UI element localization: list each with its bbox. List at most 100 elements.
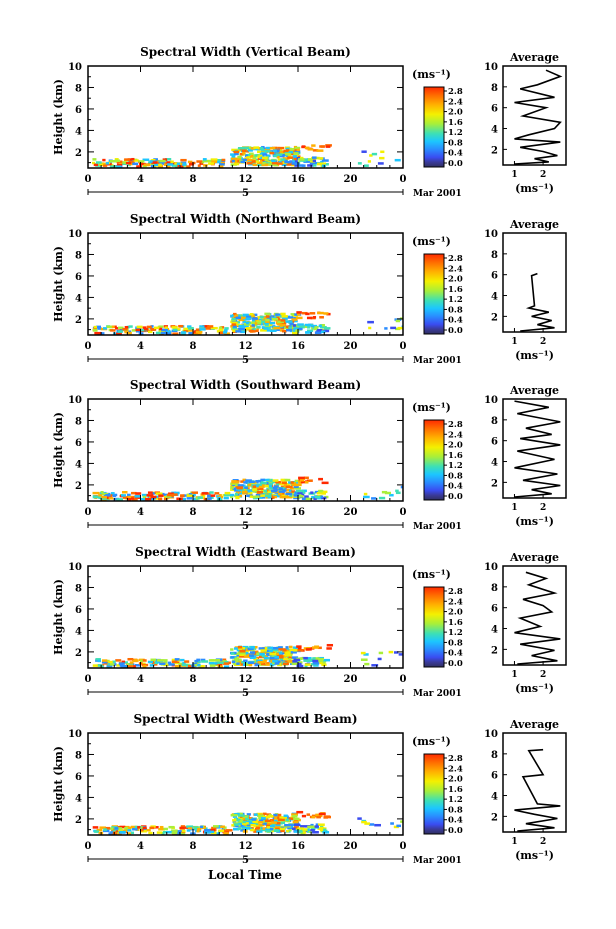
data-pixel <box>276 155 280 159</box>
data-pixel <box>253 313 258 317</box>
data-pixel <box>388 650 394 654</box>
data-pixel <box>224 660 229 664</box>
x-tick-label: 16 <box>291 174 305 185</box>
colorbar-tick-label: 0.0 <box>448 492 463 502</box>
data-pixel <box>130 831 135 835</box>
panel-5: Spectral Width (Westward Beam)246810Heig… <box>52 712 567 866</box>
average-y-tick-label: 6 <box>491 437 498 448</box>
data-pixel <box>239 650 246 653</box>
data-pixel <box>297 648 304 652</box>
data-pixel <box>158 165 164 168</box>
data-pixel <box>306 479 313 482</box>
data-pixel <box>277 813 282 817</box>
data-pixel <box>165 830 173 834</box>
data-pixel <box>127 665 133 668</box>
x-tick-label: 20 <box>344 174 358 185</box>
data-pixel <box>286 829 290 833</box>
average-profile-line <box>514 748 561 832</box>
data-pixel <box>304 495 309 498</box>
data-pixel <box>289 160 296 163</box>
colorbar-tick-label: 2.0 <box>448 608 463 618</box>
data-pixel <box>220 660 227 663</box>
data-pixel <box>131 491 137 495</box>
data-pixel <box>201 492 208 495</box>
data-pixel <box>150 162 158 166</box>
average-y-tick-label: 4 <box>491 125 498 136</box>
data-pixel <box>281 329 287 333</box>
data-pixel <box>224 327 229 330</box>
data-pixel <box>168 825 175 829</box>
data-pixel <box>278 492 283 495</box>
data-pixel <box>171 829 178 832</box>
colorbar <box>423 753 445 835</box>
data-pixel <box>219 163 225 166</box>
data-pixel <box>264 818 268 821</box>
data-pixel <box>166 330 172 334</box>
data-pixel <box>166 161 171 164</box>
data-pixel <box>302 828 307 831</box>
data-pixel <box>186 165 191 168</box>
colorbar-tick-label: 0.8 <box>448 805 463 815</box>
data-pixel <box>184 660 190 663</box>
data-pixel <box>203 497 211 501</box>
data-pixel <box>115 332 122 335</box>
data-pixel <box>276 162 284 165</box>
data-pixel <box>308 658 314 662</box>
data-pixel <box>257 487 264 491</box>
data-pixel <box>293 494 300 497</box>
data-pixel <box>245 479 252 482</box>
data-pixel <box>251 319 256 323</box>
data-pixel <box>303 831 307 834</box>
data-pixel <box>131 498 138 501</box>
data-pixel <box>274 662 280 665</box>
data-pixel <box>232 320 238 324</box>
data-pixel <box>263 147 267 150</box>
data-pixel <box>396 824 401 828</box>
data-pixel <box>186 497 193 500</box>
data-pixel <box>124 158 131 161</box>
data-pixel <box>285 646 289 649</box>
data-pixel <box>200 825 204 829</box>
data-pixel <box>283 657 288 661</box>
data-pixel <box>394 158 401 162</box>
average-y-tick-label: 10 <box>484 729 498 740</box>
data-pixel <box>277 816 283 819</box>
colorbar-tick-label: 1.6 <box>448 285 463 295</box>
data-pixel <box>260 478 265 482</box>
data-pixel <box>317 646 322 650</box>
data-pixel <box>295 329 299 333</box>
data-pixel <box>223 665 230 668</box>
data-pixel <box>259 492 264 496</box>
y-tick-label: 10 <box>68 62 82 73</box>
colorbar-tick-label: 2.0 <box>448 108 463 118</box>
data-pixel <box>211 826 217 830</box>
data-pixel <box>273 813 278 817</box>
data-pixel <box>231 824 236 827</box>
data-pixel <box>292 814 298 818</box>
data-pixel <box>296 148 300 152</box>
data-pixel <box>242 663 246 667</box>
data-pixel <box>219 165 224 168</box>
data-pixel <box>305 497 311 501</box>
data-pixel <box>109 831 113 834</box>
data-pixel <box>285 163 293 166</box>
data-pixel <box>287 156 294 159</box>
data-pixel <box>218 328 224 332</box>
data-pixel <box>316 149 324 152</box>
data-pixel <box>178 662 184 666</box>
data-pixel <box>230 813 238 817</box>
data-pixel <box>119 825 126 829</box>
data-pixel <box>231 317 238 321</box>
data-pixel <box>305 331 312 334</box>
data-pixel <box>230 482 237 485</box>
data-pixel <box>240 160 245 164</box>
data-pixel <box>284 152 292 156</box>
data-pixel <box>232 325 237 328</box>
data-pixel <box>210 662 218 665</box>
data-pixel <box>324 327 331 330</box>
data-pixel <box>280 478 285 482</box>
data-pixel <box>244 324 249 328</box>
data-pixel <box>149 160 153 163</box>
colorbar-tick-label: 1.6 <box>448 118 463 128</box>
data-pixel <box>363 492 368 496</box>
